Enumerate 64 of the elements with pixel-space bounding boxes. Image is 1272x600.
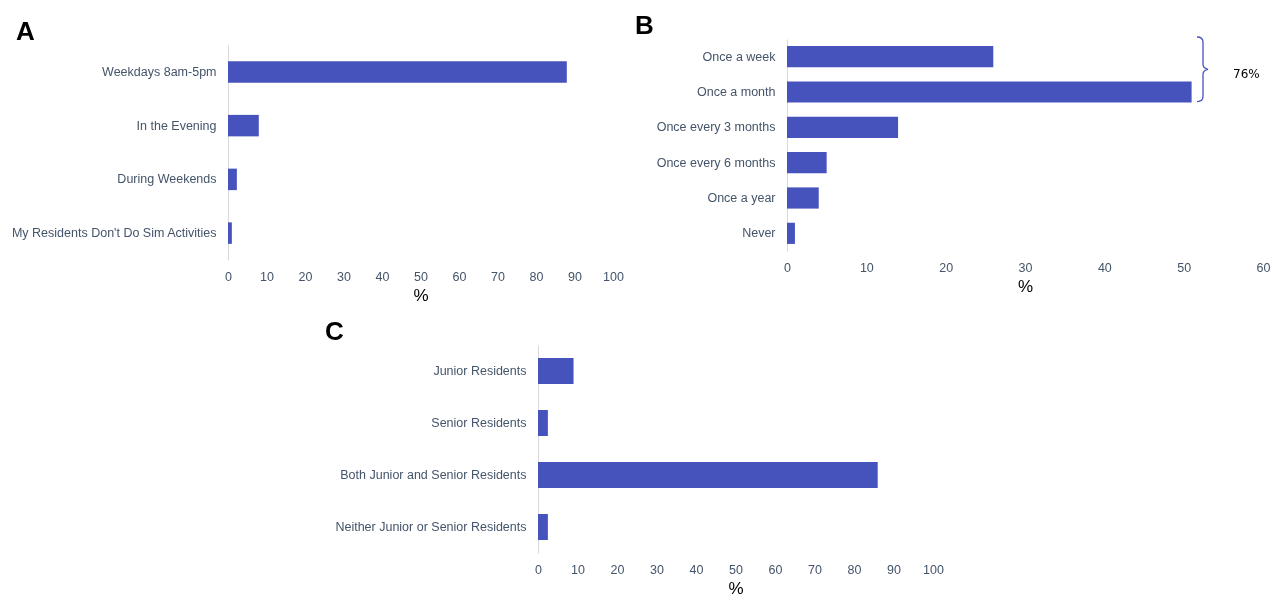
x-tick-label: 60 bbox=[452, 269, 467, 284]
x-axis-title: % bbox=[728, 579, 744, 598]
bar bbox=[228, 168, 237, 191]
bar bbox=[538, 514, 548, 540]
x-tick-label: 10 bbox=[260, 269, 274, 284]
bar bbox=[538, 462, 878, 488]
x-tick-label: 20 bbox=[298, 269, 313, 284]
y-tick-label: In the Evening bbox=[136, 118, 217, 133]
bar bbox=[787, 46, 994, 68]
x-tick-label: 80 bbox=[529, 269, 544, 284]
bar bbox=[228, 114, 259, 137]
y-tick-label: My Residents Don't Do Sim Activities bbox=[11, 226, 217, 241]
chart-title: B bbox=[635, 10, 654, 40]
x-tick-label: 20 bbox=[939, 260, 954, 275]
x-tick-label: 50 bbox=[414, 269, 428, 284]
bar bbox=[787, 187, 819, 209]
x-tick-label: 100 bbox=[603, 269, 624, 284]
x-tick-label: 90 bbox=[887, 562, 901, 577]
x-tick-label: 70 bbox=[491, 269, 505, 284]
x-tick-label: 80 bbox=[847, 562, 862, 577]
y-tick-label: Once a month bbox=[696, 85, 776, 99]
x-tick-label: 30 bbox=[337, 269, 351, 284]
x-axis-title: % bbox=[1017, 277, 1034, 296]
x-tick-label: 0 bbox=[535, 562, 543, 577]
y-tick-label: Neither Junior or Senior Residents bbox=[335, 520, 527, 534]
annotation: 76% bbox=[1233, 66, 1260, 81]
x-tick-label: 30 bbox=[650, 562, 664, 577]
x-tick-label: 60 bbox=[1256, 260, 1271, 275]
bar bbox=[787, 81, 1192, 103]
x-tick-label: 40 bbox=[689, 562, 704, 577]
x-tick-label: 50 bbox=[729, 562, 743, 577]
x-tick-label: 40 bbox=[1097, 260, 1112, 275]
chart-title: A bbox=[16, 16, 35, 46]
x-tick-label: 60 bbox=[768, 562, 783, 577]
y-tick-label: Once a week bbox=[702, 49, 777, 64]
y-tick-label: Never bbox=[742, 226, 776, 241]
bar bbox=[787, 152, 827, 174]
bar bbox=[228, 61, 567, 83]
y-tick-label: Both Junior and Senior Residents bbox=[340, 468, 527, 482]
y-tick-label: Junior Residents bbox=[433, 364, 527, 378]
y-tick-label: Once every 6 months bbox=[656, 155, 776, 170]
bar bbox=[538, 410, 548, 436]
y-tick-label: Senior Residents bbox=[431, 416, 527, 430]
x-tick-label: 0 bbox=[784, 260, 792, 275]
x-tick-label: 30 bbox=[1018, 260, 1033, 275]
bar bbox=[538, 358, 574, 384]
x-tick-label: 20 bbox=[610, 562, 625, 577]
x-tick-label: 10 bbox=[571, 562, 585, 577]
bar bbox=[228, 222, 232, 244]
y-tick-label: Weekdays 8am-5pm bbox=[102, 64, 217, 79]
x-tick-label: 90 bbox=[568, 269, 582, 284]
bar bbox=[787, 116, 899, 138]
chart-title: C bbox=[325, 316, 344, 346]
x-tick-label: 70 bbox=[808, 562, 822, 577]
x-tick-label: 40 bbox=[375, 269, 390, 284]
y-tick-label: Once every 3 months bbox=[656, 120, 776, 135]
x-tick-label: 50 bbox=[1177, 260, 1192, 275]
x-tick-label: 100 bbox=[923, 562, 944, 577]
y-tick-label: Once a year bbox=[707, 191, 776, 205]
y-tick-label: During Weekends bbox=[117, 172, 217, 187]
x-axis-title: % bbox=[413, 286, 429, 305]
x-tick-label: 0 bbox=[225, 269, 233, 284]
x-tick-label: 10 bbox=[859, 260, 874, 275]
bar bbox=[787, 222, 795, 244]
